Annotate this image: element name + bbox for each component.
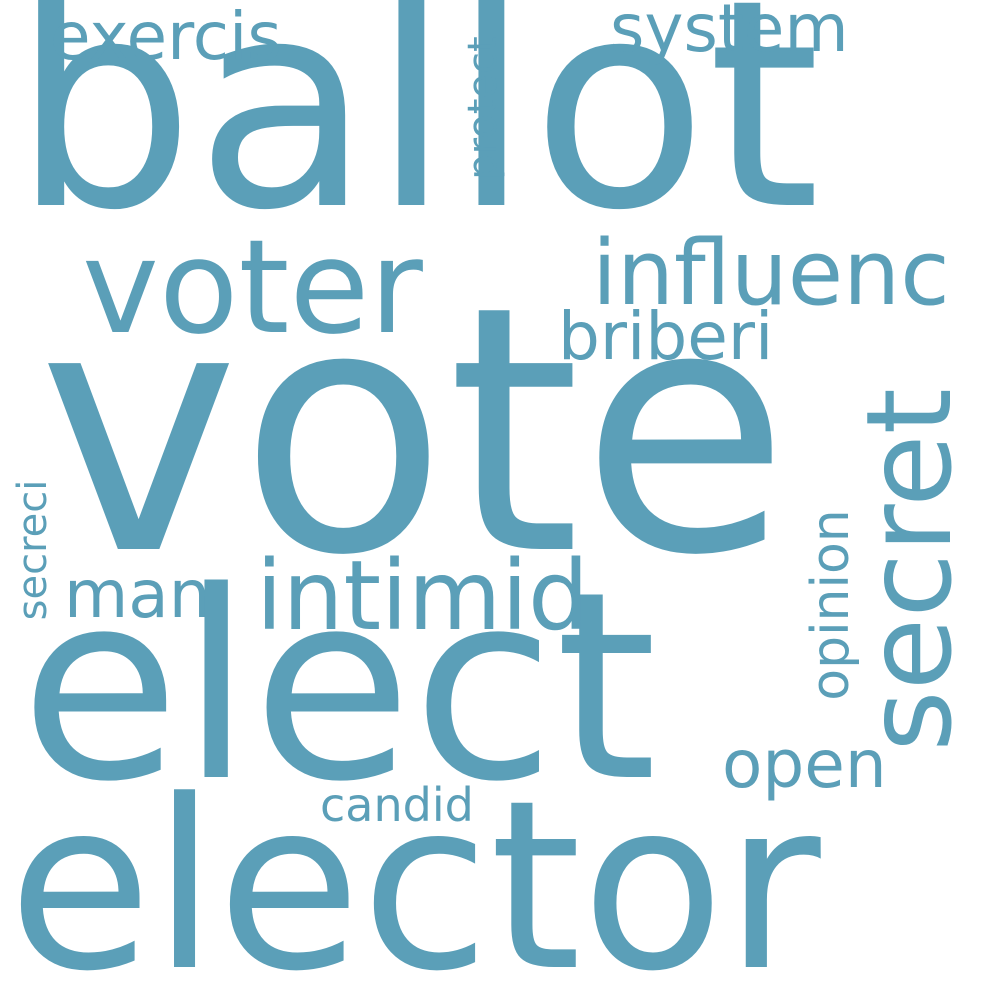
word-voter: voter [82, 211, 423, 363]
word-system: system [610, 0, 849, 67]
word-candid: candid [320, 778, 474, 832]
word-protect: protect [460, 36, 506, 180]
word-briberi: briberi [558, 298, 774, 375]
word-open: open [722, 726, 887, 803]
word-intimid: intimid [256, 540, 589, 652]
word-exercis: exercis [50, 0, 282, 75]
word-vote: vote [38, 234, 790, 630]
word-secret: secret [840, 388, 978, 752]
word-secreci: secreci [10, 479, 56, 621]
word-ballot: ballot [12, 0, 821, 273]
word-man: man [64, 556, 211, 633]
word-influenc: influenc [592, 221, 950, 326]
word-elect: elect [20, 537, 658, 839]
word-opinion: opinion [801, 509, 861, 701]
word-elector: elector [8, 751, 821, 1000]
